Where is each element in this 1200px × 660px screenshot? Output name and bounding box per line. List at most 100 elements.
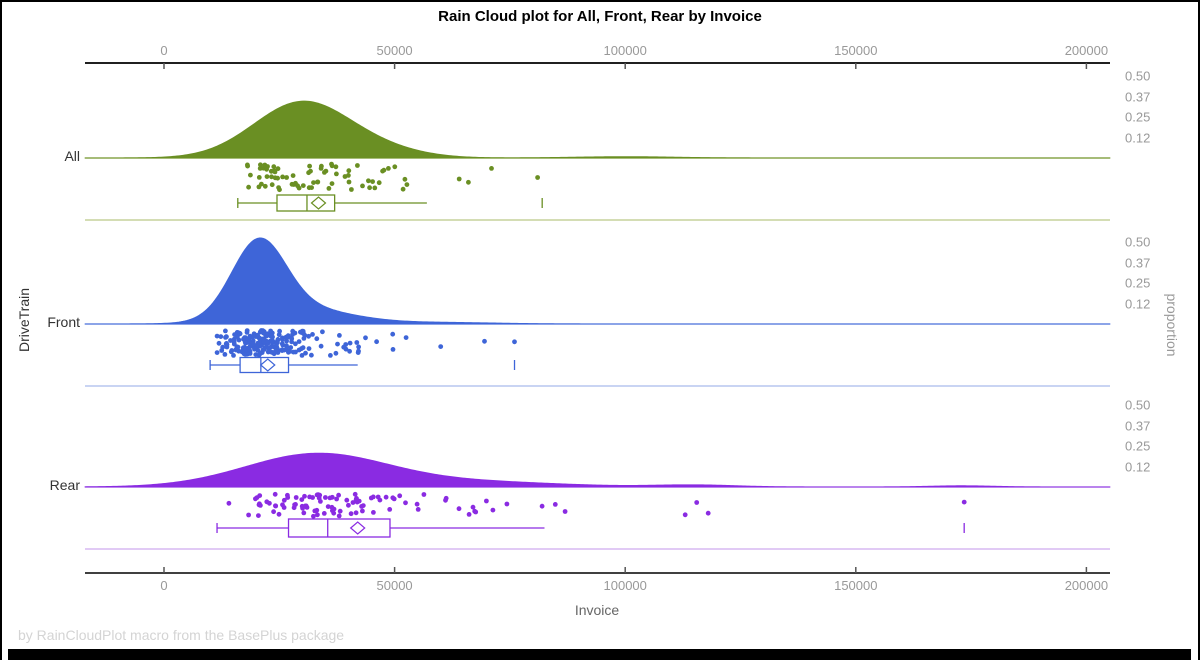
x-axis-tick-label-top: 150000 [834, 43, 877, 58]
jitter-point-rear [352, 491, 358, 497]
jitter-point-rear [303, 503, 308, 509]
jitter-point-front [318, 343, 324, 349]
jitter-point-rear [337, 508, 343, 514]
jitter-point-rear [694, 500, 700, 505]
jitter-point-all [309, 185, 314, 191]
jitter-point-front [512, 339, 517, 345]
jitter-point-rear [353, 497, 359, 502]
jitter-point-all [290, 173, 296, 179]
jitter-point-rear [387, 507, 393, 512]
jitter-point-all [466, 179, 471, 185]
jitter-point-all [346, 173, 351, 178]
density-area-all [84, 100, 1111, 159]
jitter-point-all [392, 164, 398, 170]
density-area-front [84, 237, 1111, 325]
jitter-point-all [489, 166, 494, 171]
jitter-point-front [333, 350, 339, 356]
jitter-point-all [280, 174, 285, 180]
jitter-point-front [214, 350, 220, 355]
jitter-point-all [264, 174, 270, 180]
jitter-point-rear [466, 512, 472, 517]
jitter-point-all [349, 187, 354, 192]
jitter-point-all [360, 183, 365, 189]
jitter-point-rear [421, 492, 427, 497]
jitter-point-front [244, 328, 250, 333]
jitter-point-rear [331, 510, 337, 516]
jitter-point-rear [254, 495, 260, 500]
jitter-point-front [302, 332, 308, 338]
jitter-point-front [237, 330, 243, 336]
jitter-point-front [243, 352, 248, 357]
jitter-point-all [256, 175, 262, 180]
jitter-point-rear [293, 502, 298, 507]
jitter-point-rear [276, 511, 282, 517]
jitter-point-front [303, 350, 308, 356]
jitter-point-rear [682, 512, 688, 518]
jitter-point-all [269, 174, 274, 180]
jitter-point-all [322, 170, 327, 175]
jitter-point-front [276, 332, 282, 338]
jitter-point-rear [368, 495, 374, 501]
jitter-point-rear [371, 510, 376, 515]
jitter-point-all [315, 179, 321, 185]
jitter-point-all [346, 179, 352, 185]
proportion-tick-label-all: 0.37 [1125, 90, 1150, 105]
y-axis-title: DriveTrain [16, 287, 32, 353]
jitter-point-rear [359, 504, 364, 509]
jitter-point-all [381, 167, 387, 173]
jitter-point-rear [377, 497, 383, 503]
jitter-point-all [277, 187, 282, 193]
jitter-point-front [279, 341, 285, 347]
jitter-point-rear [414, 501, 420, 507]
jitter-point-rear [272, 491, 278, 497]
jitter-point-rear [470, 504, 476, 510]
jitter-point-all [271, 164, 277, 170]
jitter-point-all [333, 164, 339, 170]
jitter-point-rear [344, 497, 350, 503]
jitter-point-front [482, 338, 487, 344]
jitter-point-front [257, 336, 263, 342]
jitter-point-all [402, 176, 408, 182]
jitter-point-front [214, 333, 220, 339]
jitter-point-front [403, 335, 409, 340]
jitter-point-front [270, 334, 275, 340]
x-axis-tick-label-top: 100000 [604, 43, 647, 58]
x-axis-title: Invoice [574, 602, 620, 618]
density-area-rear [84, 452, 1111, 488]
proportion-tick-label-all: 0.25 [1125, 109, 1150, 124]
jitter-point-front [257, 351, 263, 357]
jitter-point-rear [334, 496, 339, 502]
jitter-point-rear [484, 498, 489, 504]
proportion-tick-label-rear: 0.12 [1125, 459, 1150, 474]
x-axis-tick-label-bottom: 50000 [377, 578, 413, 593]
jitter-point-front [253, 334, 259, 339]
box-mean-diamond-front [259, 358, 276, 372]
jitter-point-all [329, 163, 335, 169]
jitter-point-front [296, 339, 302, 344]
frame-bottom-bar [8, 649, 1191, 660]
jitter-point-front [257, 329, 263, 335]
jitter-point-front [374, 339, 379, 345]
jitter-point-rear [325, 504, 331, 509]
jitter-point-front [229, 348, 235, 353]
jitter-point-front [228, 338, 233, 343]
jitter-point-rear [293, 495, 299, 500]
jitter-point-rear [315, 492, 321, 497]
jitter-point-front [289, 339, 294, 345]
category-label-all: All [64, 148, 80, 164]
jitter-point-front [298, 329, 303, 335]
jitter-point-front [355, 350, 361, 355]
jitter-point-all [367, 185, 372, 191]
jitter-point-rear [299, 497, 305, 502]
jitter-point-front [347, 340, 353, 346]
jitter-point-rear [552, 502, 558, 507]
jitter-point-all [300, 183, 306, 189]
proportion-tick-label-front: 0.25 [1125, 275, 1150, 290]
jitter-point-rear [383, 494, 389, 500]
jitter-point-front [274, 346, 280, 351]
jitter-point-rear [271, 509, 276, 515]
jitter-point-rear [397, 493, 403, 499]
jitter-point-all [306, 170, 311, 176]
jitter-point-front [363, 335, 368, 341]
